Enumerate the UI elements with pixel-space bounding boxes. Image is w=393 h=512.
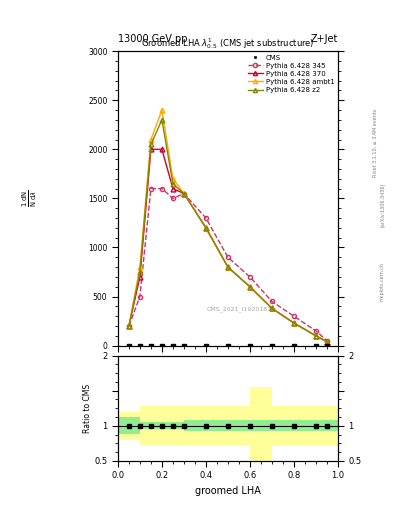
Pythia 6.428 z2	[204, 225, 208, 231]
Pythia 6.428 z2	[149, 141, 153, 147]
Pythia 6.428 345	[182, 190, 186, 197]
Pythia 6.428 345	[248, 274, 252, 280]
CMS	[138, 343, 142, 349]
Pythia 6.428 z2	[127, 323, 131, 329]
Pythia 6.428 ambt1	[292, 320, 296, 326]
Pythia 6.428 370	[149, 146, 153, 153]
Line: Pythia 6.428 345: Pythia 6.428 345	[127, 186, 329, 343]
Pythia 6.428 z2	[314, 333, 318, 339]
Pythia 6.428 345	[325, 338, 329, 344]
CMS	[171, 343, 175, 349]
Pythia 6.428 z2	[292, 320, 296, 326]
Pythia 6.428 ambt1	[182, 190, 186, 197]
Pythia 6.428 370	[292, 320, 296, 326]
CMS	[325, 343, 329, 349]
Pythia 6.428 ambt1	[138, 264, 142, 270]
Pythia 6.428 370	[270, 305, 274, 311]
CMS	[160, 343, 164, 349]
Text: mcplots.cern.ch: mcplots.cern.ch	[380, 262, 384, 301]
Text: Z+Jet: Z+Jet	[310, 33, 338, 44]
Pythia 6.428 345	[226, 254, 230, 261]
Line: Pythia 6.428 z2: Pythia 6.428 z2	[127, 117, 329, 344]
Pythia 6.428 ambt1	[226, 264, 230, 270]
X-axis label: groomed LHA: groomed LHA	[195, 486, 261, 496]
Pythia 6.428 ambt1	[248, 284, 252, 290]
Y-axis label: $\frac{1}{\mathrm{N}}\frac{\mathrm{d}\mathrm{N}}{\mathrm{d}\lambda}$: $\frac{1}{\mathrm{N}}\frac{\mathrm{d}\ma…	[21, 189, 39, 207]
Line: Pythia 6.428 370: Pythia 6.428 370	[127, 147, 329, 344]
Pythia 6.428 370	[171, 185, 175, 191]
Pythia 6.428 345	[314, 328, 318, 334]
CMS	[270, 343, 274, 349]
CMS	[149, 343, 153, 349]
Legend: CMS, Pythia 6.428 345, Pythia 6.428 370, Pythia 6.428 ambt1, Pythia 6.428 z2: CMS, Pythia 6.428 345, Pythia 6.428 370,…	[248, 55, 334, 93]
Pythia 6.428 ambt1	[325, 338, 329, 345]
Pythia 6.428 z2	[248, 284, 252, 290]
Pythia 6.428 370	[314, 333, 318, 339]
Pythia 6.428 z2	[325, 338, 329, 345]
Pythia 6.428 ambt1	[270, 305, 274, 311]
Pythia 6.428 345	[127, 323, 131, 329]
Pythia 6.428 ambt1	[204, 225, 208, 231]
Pythia 6.428 z2	[160, 117, 164, 123]
CMS	[248, 343, 252, 349]
Pythia 6.428 370	[325, 338, 329, 345]
CMS	[314, 343, 318, 349]
Pythia 6.428 z2	[138, 269, 142, 275]
Text: [arXiv:1306.3436]: [arXiv:1306.3436]	[380, 183, 384, 227]
Pythia 6.428 345	[292, 313, 296, 319]
Pythia 6.428 345	[171, 196, 175, 202]
Pythia 6.428 370	[248, 284, 252, 290]
Pythia 6.428 370	[160, 146, 164, 153]
Pythia 6.428 370	[182, 190, 186, 197]
Pythia 6.428 345	[138, 293, 142, 300]
Pythia 6.428 ambt1	[314, 333, 318, 339]
Pythia 6.428 370	[127, 323, 131, 329]
Pythia 6.428 ambt1	[171, 176, 175, 182]
Pythia 6.428 z2	[182, 190, 186, 197]
Pythia 6.428 ambt1	[160, 107, 164, 113]
Text: Rivet 3.1.10, ≥ 3.4M events: Rivet 3.1.10, ≥ 3.4M events	[373, 109, 378, 178]
Y-axis label: Ratio to CMS: Ratio to CMS	[83, 383, 92, 433]
Title: Groomed LHA $\lambda^{1}_{0.5}$ (CMS jet substructure): Groomed LHA $\lambda^{1}_{0.5}$ (CMS jet…	[141, 36, 315, 51]
Pythia 6.428 345	[149, 185, 153, 191]
Text: CMS_2021_I1920187: CMS_2021_I1920187	[206, 306, 272, 312]
Pythia 6.428 ambt1	[149, 137, 153, 143]
Pythia 6.428 ambt1	[127, 323, 131, 329]
Line: CMS: CMS	[127, 344, 329, 348]
CMS	[226, 343, 230, 349]
Pythia 6.428 345	[270, 298, 274, 305]
Text: 13000 GeV pp: 13000 GeV pp	[118, 33, 187, 44]
Pythia 6.428 345	[160, 185, 164, 191]
Pythia 6.428 370	[138, 274, 142, 280]
Line: Pythia 6.428 ambt1: Pythia 6.428 ambt1	[127, 108, 329, 344]
Pythia 6.428 z2	[171, 181, 175, 187]
Pythia 6.428 z2	[270, 305, 274, 311]
CMS	[127, 343, 131, 349]
Pythia 6.428 z2	[226, 264, 230, 270]
Pythia 6.428 345	[204, 215, 208, 221]
CMS	[292, 343, 296, 349]
Pythia 6.428 370	[226, 264, 230, 270]
Pythia 6.428 370	[204, 225, 208, 231]
CMS	[204, 343, 208, 349]
CMS	[182, 343, 186, 349]
